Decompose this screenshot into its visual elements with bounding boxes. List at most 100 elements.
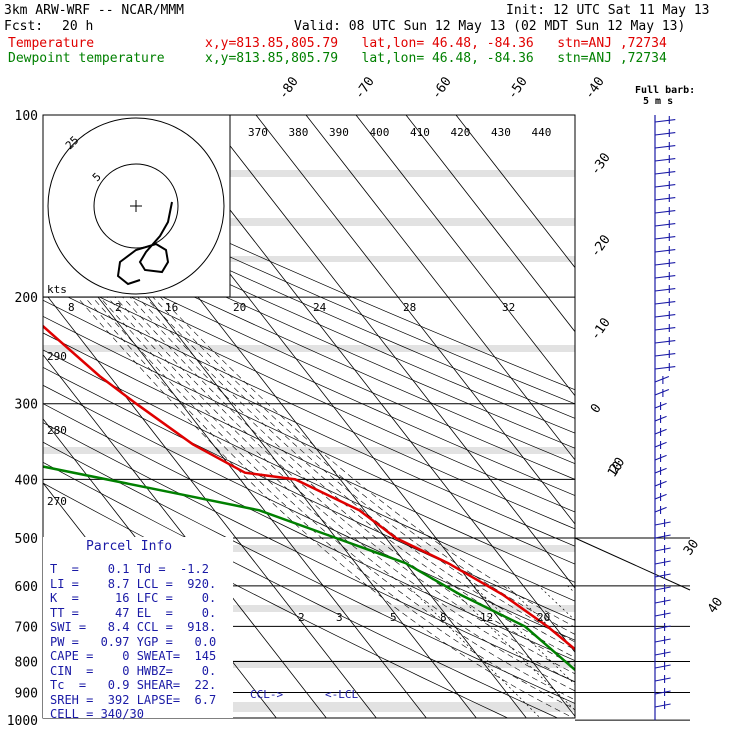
theta-label: 290 <box>47 350 67 363</box>
isotherm-line <box>205 115 575 589</box>
dry-adiabat <box>43 210 575 449</box>
temperature-tick-label: 30 <box>681 537 702 558</box>
wind-barb <box>654 300 676 305</box>
theta-e-label: 410 <box>410 126 430 139</box>
isotherm-line <box>43 289 377 718</box>
temperature-tick-label: -10 <box>588 315 614 343</box>
parcel-info-row: T = 0.1 Td = -1.2 <box>50 562 209 576</box>
wind-barb <box>654 534 671 539</box>
mixing-ratio-label: 2 <box>115 301 122 314</box>
isotherm-line <box>405 115 575 333</box>
isotherm-line <box>355 115 575 397</box>
wind-barb <box>654 651 671 656</box>
theta-label: 280 <box>47 424 67 437</box>
pressure-label: 100 <box>15 109 38 124</box>
theta-e-label: 370 <box>248 126 268 139</box>
parcel-info-row: SWI = 8.4 CCL = 918. <box>50 620 217 634</box>
wind-barb <box>654 261 676 266</box>
init-time: Init: 12 UTC Sat 11 May 13 <box>506 3 710 18</box>
frame-diagonal <box>574 537 691 591</box>
theta-label: 270 <box>47 495 67 508</box>
temperature-tick-label: -30 <box>588 150 614 178</box>
dewpoint-legend: Dewpoint temperature <box>8 51 165 66</box>
parcel-info-row: SREH = 392 LAPSE= 6.7 <box>50 692 217 707</box>
mixing-ratio-line <box>407 585 541 718</box>
moist-adiabat <box>107 296 575 683</box>
wind-barb <box>654 599 671 604</box>
wind-barb <box>654 183 676 188</box>
dry-adiabat <box>43 332 575 583</box>
shade-band <box>43 545 575 552</box>
parcel-info-row: LI = 8.7 LCL = 920. <box>50 576 217 591</box>
wind-barb <box>654 170 676 175</box>
mixing-ratio-line <box>538 585 575 621</box>
mixing-ratio-line <box>448 585 575 711</box>
mixing-ratio-line <box>637 586 740 720</box>
shade-band <box>43 447 575 454</box>
temperature-legend: Temperature <box>8 36 95 51</box>
hodograph-ring <box>47 117 225 295</box>
dry-adiabat <box>43 384 575 641</box>
dry-adiabat <box>43 441 575 704</box>
pressure-label: 300 <box>15 398 38 413</box>
shade-band <box>43 218 575 226</box>
dry-adiabat <box>43 315 575 565</box>
lcl-marker: <-LCL <box>325 688 358 701</box>
shade-band <box>43 660 575 668</box>
wind-barb <box>654 157 676 162</box>
parcel-info-row: CIN = 0 HWBZ= 0. <box>50 663 217 678</box>
theta-e-label: 430 <box>491 126 511 139</box>
valid-time: Valid: 08 UTC Sun 12 May 13 (02 MDT Sun … <box>294 19 686 34</box>
isotherm-line <box>305 115 575 461</box>
wind-barb <box>654 612 671 617</box>
wind-barb <box>654 547 671 552</box>
mixing-ratio-label: 28 <box>403 301 416 314</box>
dry-adiabat <box>43 169 575 405</box>
isotherm-line <box>255 115 575 525</box>
shade-band <box>43 605 575 612</box>
theta-e-label: 380 <box>289 126 309 139</box>
ccl-marker: CCL-> <box>250 688 283 701</box>
model-title: 3km ARW-WRF -- NCAR/MMM <box>4 3 185 18</box>
dry-adiabat <box>43 299 575 547</box>
wind-barb <box>654 586 671 591</box>
wind-barb <box>654 625 671 630</box>
temperature-tick-label: -70 <box>352 74 378 102</box>
parcel-info-title: Parcel Info <box>86 539 173 554</box>
parcel-info-row: CAPE = 0 SWEAT= 145 <box>50 649 217 663</box>
wind-barb <box>654 209 676 214</box>
temperature-tick-label: -80 <box>276 74 302 102</box>
theta-e-label: 420 <box>451 126 471 139</box>
isotherm-line <box>43 225 427 718</box>
wind-barb <box>654 375 670 383</box>
dry-adiabat <box>43 366 575 621</box>
mixing-ratio-label: 32 <box>502 301 515 314</box>
parcel-info-row: TT = 47 EL = 0. <box>50 605 217 620</box>
mixing-ratio-label: 12 <box>480 611 493 624</box>
isotherm-line <box>0 115 38 733</box>
barb-legend-label: Full barb: <box>635 85 695 96</box>
mixing-ratio-label: 24 <box>313 301 327 314</box>
wind-barb <box>654 235 676 240</box>
wind-barb <box>654 573 671 578</box>
dry-adiabat <box>43 224 575 465</box>
temperature-tick-label: 10 <box>605 459 626 480</box>
wind-barb <box>654 196 676 201</box>
moist-adiabat <box>152 296 575 635</box>
temperature-tick-label: -40 <box>582 74 608 102</box>
pressure-label: 900 <box>15 686 38 701</box>
pressure-label: 200 <box>15 291 38 306</box>
hodograph-ring <box>93 163 179 249</box>
wind-barb <box>654 690 671 695</box>
dry-adiabat <box>43 196 575 434</box>
mixing-ratio-label: 20 <box>537 611 550 624</box>
mixing-ratio-label: 20 <box>233 301 246 314</box>
mixing-ratio-label: 8 <box>68 301 75 314</box>
temperature-tick-label: 40 <box>705 595 726 616</box>
parcel-info-row: CELL = 340/30 <box>50 707 144 721</box>
dry-adiabat <box>43 183 575 419</box>
temperature-tick-label: -20 <box>588 232 614 260</box>
dewpoint-profile <box>43 465 575 672</box>
wind-barb <box>654 365 676 370</box>
pressure-label: 500 <box>15 532 38 547</box>
